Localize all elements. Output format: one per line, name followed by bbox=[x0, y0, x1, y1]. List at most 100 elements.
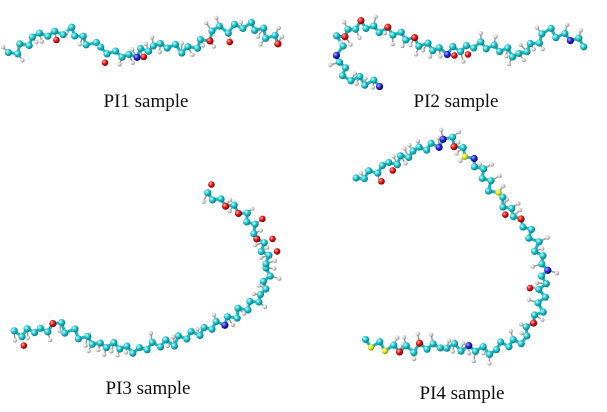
atom bbox=[360, 175, 368, 183]
hydrogen-atom bbox=[518, 322, 524, 327]
atom bbox=[402, 342, 410, 350]
atom bbox=[361, 81, 369, 89]
atom bbox=[397, 28, 405, 36]
atom bbox=[183, 335, 191, 343]
atom bbox=[482, 45, 490, 53]
atom bbox=[116, 345, 124, 353]
atom bbox=[163, 44, 171, 52]
hydrogen-atom bbox=[521, 57, 526, 63]
atom bbox=[79, 32, 87, 40]
hydrogen-atom bbox=[20, 58, 25, 63]
atom bbox=[538, 30, 546, 38]
atom bbox=[370, 22, 378, 30]
atom bbox=[247, 18, 256, 27]
atom bbox=[243, 218, 251, 226]
atom bbox=[208, 27, 216, 35]
oxygen-atom bbox=[378, 178, 385, 185]
atom bbox=[580, 43, 588, 51]
hydrogen-atom bbox=[554, 270, 560, 276]
atom bbox=[424, 39, 432, 47]
atom bbox=[535, 39, 544, 47]
atom bbox=[443, 50, 451, 59]
hydrogen-atom bbox=[458, 158, 463, 163]
atom bbox=[257, 247, 265, 256]
atom bbox=[260, 239, 268, 247]
atom bbox=[74, 335, 83, 343]
oxygen-atom bbox=[259, 215, 266, 223]
atom bbox=[82, 41, 90, 49]
hydrogen-atom bbox=[466, 350, 472, 356]
hydrogen-atom bbox=[190, 52, 195, 57]
atom bbox=[18, 333, 26, 341]
atom bbox=[376, 338, 384, 346]
atom bbox=[477, 38, 485, 46]
atom bbox=[14, 50, 22, 58]
hydrogen-atom bbox=[519, 330, 524, 336]
atom bbox=[462, 41, 470, 50]
hydrogen-atom bbox=[148, 330, 154, 336]
atom bbox=[61, 329, 69, 337]
hydrogen-atom bbox=[272, 266, 277, 271]
atom bbox=[409, 147, 417, 155]
atom bbox=[389, 31, 397, 39]
atom bbox=[547, 24, 555, 32]
atom bbox=[415, 42, 423, 50]
atom bbox=[361, 335, 370, 344]
hydrogen-atom bbox=[487, 361, 492, 366]
atom bbox=[544, 266, 552, 274]
hydrogen-atom bbox=[534, 280, 540, 286]
atom bbox=[212, 317, 220, 326]
atom bbox=[149, 42, 157, 50]
atom bbox=[339, 42, 347, 50]
atom bbox=[274, 40, 282, 48]
hydrogen-atom bbox=[493, 34, 498, 39]
hydrogen-atom bbox=[415, 331, 421, 337]
hydrogen-atom bbox=[545, 235, 550, 240]
hydrogen-atom bbox=[214, 15, 219, 20]
hydrogen-atom bbox=[77, 42, 83, 47]
atom bbox=[535, 238, 543, 246]
hydrogen-atom bbox=[352, 71, 357, 76]
atom bbox=[230, 20, 239, 28]
atom bbox=[402, 36, 410, 44]
atom bbox=[439, 135, 447, 143]
atom bbox=[381, 347, 389, 355]
atom bbox=[499, 193, 507, 201]
atom bbox=[450, 339, 459, 348]
panel-caption: PI4 sample bbox=[420, 383, 505, 404]
atom bbox=[365, 167, 373, 175]
hydrogen-atom bbox=[201, 199, 206, 204]
atom bbox=[4, 48, 12, 57]
atom bbox=[338, 72, 347, 80]
atom bbox=[125, 50, 133, 58]
hydrogen-atom bbox=[252, 242, 258, 248]
hydrogen-atom bbox=[564, 22, 570, 28]
atom bbox=[133, 53, 141, 61]
hydrogen-atom bbox=[408, 42, 413, 48]
hydrogen-atom bbox=[341, 19, 347, 25]
atom bbox=[30, 329, 39, 337]
hydrogen-atom bbox=[0, 45, 6, 50]
hydrogen-atom bbox=[264, 245, 270, 250]
atom bbox=[429, 47, 437, 55]
hydrogen-atom bbox=[454, 151, 459, 156]
hydrogen-atom bbox=[258, 228, 264, 233]
hydrogen-atom bbox=[501, 183, 506, 189]
hydrogen-atom bbox=[516, 201, 521, 206]
atom bbox=[534, 299, 542, 307]
hydrogen-atom bbox=[123, 350, 129, 355]
atom bbox=[499, 203, 507, 211]
hydrogen-atom bbox=[427, 54, 433, 59]
hydrogen-atom bbox=[143, 41, 149, 46]
hydrogen-atom bbox=[276, 25, 281, 31]
atom bbox=[259, 277, 268, 285]
hydrogen-atom bbox=[39, 39, 44, 44]
hydrogen-atom bbox=[358, 170, 364, 176]
hydrogen-atom bbox=[438, 54, 443, 59]
atom bbox=[96, 339, 104, 347]
oxygen-atom bbox=[464, 51, 472, 58]
atom bbox=[484, 187, 493, 195]
hydrogen-atom bbox=[526, 297, 532, 302]
hydrogen-atom bbox=[428, 332, 434, 337]
